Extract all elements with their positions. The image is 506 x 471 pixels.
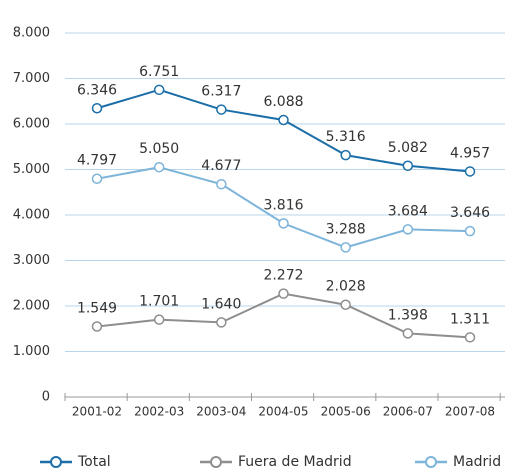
data-label: 5.050 [139,141,179,157]
data-label: 1.398 [388,307,428,323]
data-label: 3.646 [450,205,490,221]
data-point [278,114,289,126]
data-point [216,104,227,115]
data-point [464,225,476,237]
data-label: 3.816 [263,197,303,213]
data-label: 1.701 [139,294,179,310]
data-point [278,288,289,299]
data-point [216,317,227,328]
y-tick-label: 6.000 [13,117,50,132]
data-label: 6.751 [139,64,179,80]
data-label: 4.677 [201,158,241,174]
data-point [340,149,351,161]
data-point [402,224,414,235]
data-point [91,103,103,114]
legend-label: Total [77,454,111,470]
legend-label: Fuera de Madrid [238,454,352,470]
data-point [278,218,289,229]
data-point [464,166,476,177]
data-point [464,332,476,343]
y-tick-label: 1.000 [13,344,50,359]
legend-label: Madrid [453,454,501,470]
x-tick-label: 2004-05 [258,405,308,419]
y-tick-label: 5.000 [13,162,50,177]
legend-marker [425,456,437,468]
y-tick-label: 8.000 [13,26,50,41]
legend-marker [210,456,222,468]
data-label: 2.272 [263,268,303,284]
data-label: 6.346 [77,82,117,98]
y-tick-label: 3.000 [13,253,50,268]
data-label: 2.028 [326,279,366,295]
data-label: 1.640 [201,296,241,312]
y-tick-label: 4.000 [13,208,50,223]
data-point [402,160,414,172]
data-point [153,84,165,96]
data-label: 4.797 [77,153,117,169]
data-point [340,242,351,253]
data-label: 1.549 [77,301,117,317]
data-label: 6.088 [263,94,303,110]
y-tick-label: 7.000 [13,71,50,86]
data-point [340,299,351,310]
x-tick-label: 2006-07 [383,405,433,419]
legend-marker [50,456,62,468]
data-point [153,161,165,173]
y-tick-label: 2.000 [13,299,50,314]
data-point [153,314,165,325]
x-tick-label: 2002-03 [134,405,184,419]
data-label: 5.082 [388,140,428,156]
data-label: 4.957 [450,145,490,161]
data-point [91,173,103,184]
data-label: 3.684 [388,203,428,219]
x-tick-label: 2001-02 [72,405,122,419]
x-tick-label: 2005-06 [321,405,371,419]
data-label: 5.316 [326,129,366,145]
x-tick-label: 2003-04 [196,405,246,419]
data-label: 1.311 [450,311,490,327]
y-tick-label: 0 [42,390,50,405]
x-tick-label: 2007-08 [445,405,495,419]
data-point [402,328,414,339]
data-point [216,178,227,190]
data-label: 6.317 [201,84,241,100]
data-point [91,321,103,332]
data-label: 3.288 [326,221,366,237]
